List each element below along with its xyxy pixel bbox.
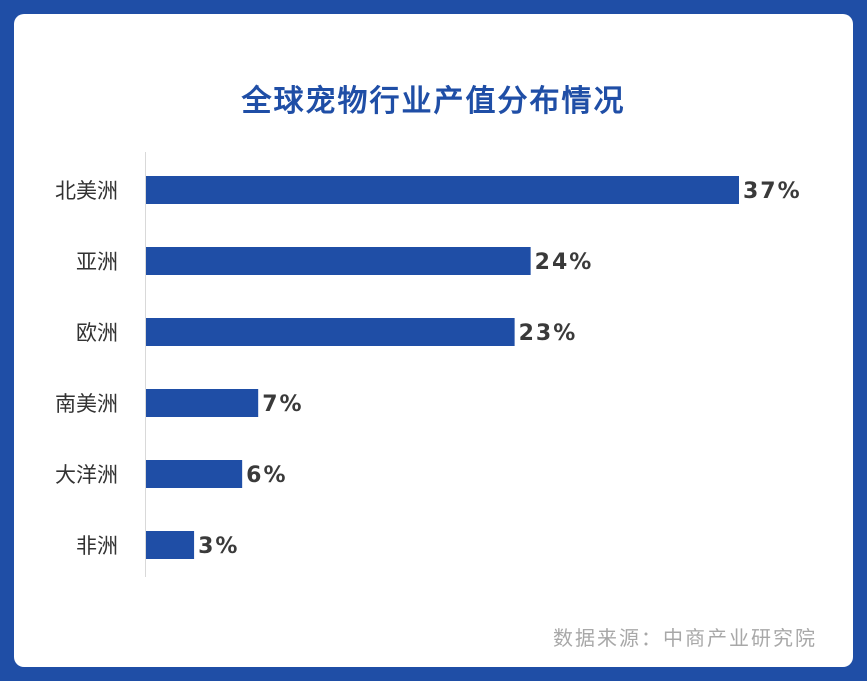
data-label: 7% — [262, 392, 303, 417]
source-note: 数据来源：中商产业研究院 — [553, 626, 817, 650]
category-label: 北美洲 — [55, 179, 118, 203]
category-label: 非洲 — [76, 534, 118, 558]
category-label: 欧洲 — [76, 321, 118, 345]
data-label: 23% — [519, 321, 578, 346]
data-label: 37% — [743, 179, 802, 204]
bar — [146, 318, 515, 346]
bar — [146, 176, 739, 204]
chart-card: 全球宠物行业产值分布情况 北美洲 37% 亚洲 24% 欧洲 23% 南美洲 7% 大洋洲 6% 非… — [14, 14, 853, 667]
category-label: 亚洲 — [76, 250, 118, 274]
bar-chart: 北美洲 37% 亚洲 24% 欧洲 23% 南美洲 7% 大洋洲 6% 非洲 3% — [55, 152, 802, 577]
category-label: 大洋洲 — [55, 463, 118, 487]
bar — [146, 460, 243, 488]
bar — [146, 531, 195, 559]
data-label: 6% — [246, 463, 287, 488]
bar — [146, 389, 259, 417]
category-label: 南美洲 — [55, 392, 118, 416]
bar — [146, 247, 531, 275]
chart-title: 全球宠物行业产值分布情况 — [241, 84, 626, 119]
data-label: 3% — [198, 534, 239, 559]
data-label: 24% — [535, 250, 594, 275]
